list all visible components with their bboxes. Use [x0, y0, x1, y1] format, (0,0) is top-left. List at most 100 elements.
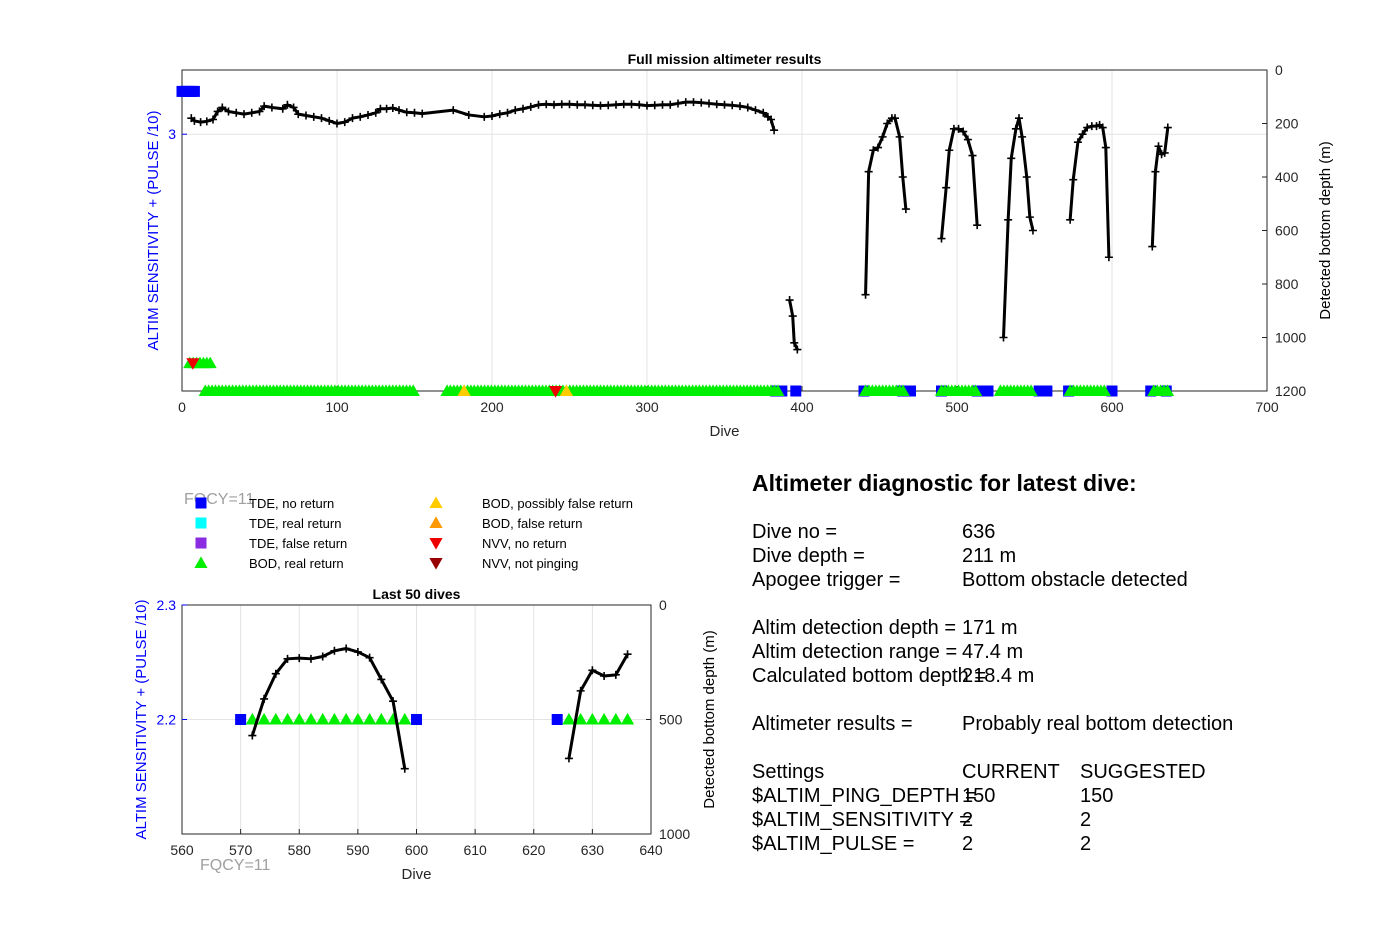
pulse-suggested: 2 — [1080, 833, 1092, 855]
depth-line — [940, 127, 979, 239]
legend-marker — [429, 496, 443, 508]
x-tick-label: 630 — [581, 842, 605, 858]
depth-point — [712, 100, 721, 109]
marker-point — [597, 712, 611, 725]
depth-point — [1018, 132, 1027, 141]
depth-point — [604, 101, 613, 110]
depth-point — [697, 98, 706, 107]
depth-point — [1083, 123, 1092, 132]
depth-point — [202, 117, 211, 126]
y-right-tick-label: 500 — [659, 712, 683, 728]
depth-point — [1025, 213, 1034, 222]
legend-label: NVV, no return — [482, 536, 567, 551]
depth-point — [209, 115, 217, 124]
legend-label: TDE, real return — [249, 516, 341, 531]
y-right-tick-label: 1000 — [659, 826, 690, 842]
x-tick-label: 200 — [480, 399, 504, 415]
depth-point — [418, 109, 427, 118]
marker-point — [188, 85, 200, 97]
depth-point — [213, 107, 222, 116]
marker-point — [548, 386, 563, 398]
depth-line — [1068, 123, 1111, 258]
depth-point — [503, 108, 512, 117]
depth-point — [306, 654, 315, 663]
depth-point — [588, 101, 597, 110]
apogee-value: Bottom obstacle detected — [962, 569, 1188, 591]
marker-point — [559, 384, 573, 396]
depth-point — [1007, 154, 1016, 163]
marker-point — [257, 712, 271, 725]
fqcy-annotation: FQCY=11 — [184, 491, 255, 508]
depth-point — [1098, 123, 1107, 132]
depth-point — [954, 124, 963, 133]
x-tick-label: 400 — [790, 399, 814, 415]
chart-title: Last 50 dives — [373, 586, 461, 602]
depth-point — [728, 101, 737, 110]
depth-point — [751, 106, 760, 115]
depth-point — [793, 345, 802, 354]
y-right-tick-label: 0 — [659, 597, 667, 613]
depth-point — [785, 296, 794, 305]
x-tick-label: 640 — [639, 842, 663, 858]
x-tick-label: 600 — [405, 842, 429, 858]
x-tick-label: 620 — [522, 842, 546, 858]
depth-point — [1151, 167, 1160, 176]
legend-marker — [195, 517, 207, 529]
depth-point — [743, 103, 752, 112]
ping-depth-suggested: 150 — [1080, 785, 1114, 807]
marker-point — [609, 712, 623, 725]
depth-point — [1022, 173, 1031, 181]
last-50-dives-chart: 560 570 580 590 600 610 620 630 640 2.2 2.3 0 500 100… — [133, 586, 718, 883]
depth-point — [898, 173, 907, 181]
depth-point — [495, 110, 504, 119]
y-right-tick-label: 0 — [1275, 62, 1283, 78]
marker-point — [235, 714, 247, 725]
depth-point — [365, 653, 374, 662]
depth-point — [873, 143, 882, 152]
marker-point — [574, 712, 588, 725]
depth-point — [247, 108, 256, 117]
marker-point — [186, 358, 200, 370]
depth-point — [519, 104, 527, 113]
depth-point — [999, 333, 1008, 342]
pulse-current: 2 — [962, 833, 974, 855]
x-tick-label: 500 — [945, 399, 969, 415]
depth-point — [1004, 215, 1013, 224]
series-layer — [176, 85, 1175, 398]
marker-point — [585, 712, 599, 725]
dive-depth-value: 211 m — [962, 545, 1017, 567]
legend-label: TDE, no return — [249, 496, 334, 511]
marker-point — [406, 384, 420, 396]
depth-point — [891, 114, 899, 123]
depth-point — [511, 106, 520, 115]
depth-point — [1069, 175, 1078, 184]
depth-point — [611, 670, 620, 679]
marker-point — [969, 384, 983, 396]
series-bod-real-return — [183, 356, 1175, 396]
depth-point — [1148, 242, 1157, 251]
depth-line — [864, 116, 908, 295]
depth-point — [449, 106, 458, 115]
depth-point — [1104, 253, 1113, 262]
depth-point — [464, 110, 473, 119]
legend: TDE, no return TDE, real return TDE, false… — [194, 496, 633, 571]
depth-point — [389, 697, 398, 706]
series-nvv-no-return — [186, 358, 563, 398]
dive-no-value: 636 — [962, 521, 996, 543]
depth-point — [788, 312, 797, 321]
fqcy-annotation: FQCY=11 — [200, 857, 271, 874]
marker-point — [398, 712, 412, 725]
depth-point — [330, 646, 339, 655]
depth-point — [289, 103, 298, 112]
depth-point — [666, 100, 675, 109]
depth-point — [705, 99, 713, 108]
depth-point — [1101, 143, 1110, 152]
depth-point — [550, 100, 558, 109]
depth-point — [895, 132, 904, 141]
y-right-tick-label: 800 — [1275, 276, 1299, 292]
depth-point — [190, 116, 199, 125]
marker-point — [1041, 385, 1053, 397]
depth-point — [573, 100, 582, 109]
depth-point — [689, 98, 698, 107]
depth-point — [325, 116, 334, 125]
